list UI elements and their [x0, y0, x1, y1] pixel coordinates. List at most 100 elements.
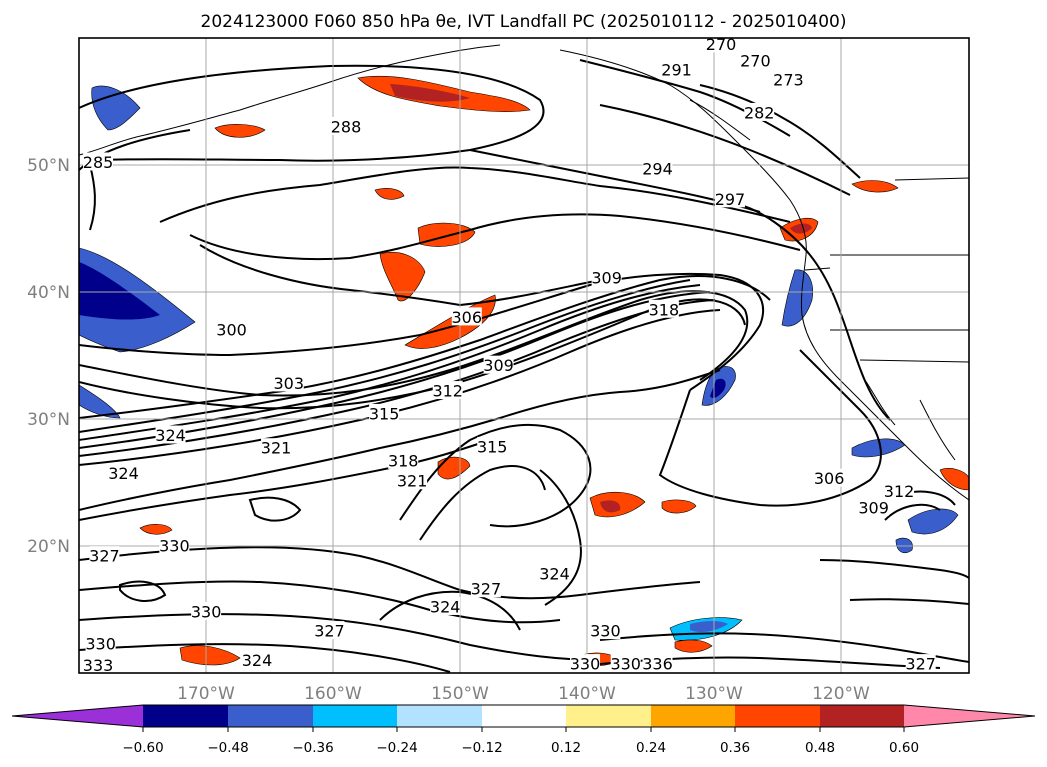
- negative-anomaly-aleutian: [91, 85, 141, 131]
- contour-label: 327: [905, 655, 936, 674]
- contour-label-background: [432, 381, 463, 400]
- contour-label-background: [591, 268, 622, 287]
- colorbar-segment: [313, 705, 397, 727]
- colorbar-extend-low: [12, 705, 143, 727]
- map-frame: [78, 37, 970, 674]
- contour-label: 330: [191, 603, 222, 622]
- contour-label-background: [814, 468, 845, 487]
- positive-anomaly-south-1: [179, 645, 241, 666]
- colorbar-segment: [482, 705, 566, 727]
- contour-label: 270: [740, 51, 771, 70]
- contour-label-background: [388, 450, 419, 469]
- contour-label-background: [242, 650, 272, 669]
- contour-label-background: [483, 355, 514, 374]
- contour-label: 297: [715, 190, 746, 209]
- negative-anomaly-coast: [781, 269, 813, 327]
- colorbar-ticks: −0.60 −0.48 −0.36 −0.24 −0.12 0.12 0.24 0.36 0.4…: [122, 727, 919, 756]
- lon-tick-label: 170°W: [177, 684, 235, 704]
- negative-anomaly-south-core: [690, 621, 728, 632]
- contour-label-background: [314, 621, 345, 640]
- coastlines: [79, 44, 969, 501]
- contour-label: 306: [814, 469, 845, 488]
- contour-label: 306: [452, 308, 483, 327]
- contour-label: 330: [590, 622, 621, 641]
- contour-label: 330: [610, 655, 641, 674]
- colorbar-tick-label: 0.36: [720, 740, 750, 756]
- contour-label-background: [773, 69, 804, 88]
- contour-label: 330: [85, 634, 116, 653]
- contour-label-background: [397, 471, 428, 490]
- negative-anomaly-mexico-3: [895, 537, 913, 553]
- contour-label: 288: [331, 117, 362, 136]
- contour-label: 324: [108, 464, 139, 483]
- contour-label-background: [83, 655, 114, 673]
- lon-tick-label: 120°W: [812, 684, 870, 704]
- colorbar-segments: [11, 704, 1036, 728]
- contour-label-background: [159, 536, 190, 554]
- positive-anomaly-mid-2: [379, 252, 426, 302]
- colorbar-segment: [228, 705, 313, 727]
- contour-label: 330: [570, 655, 601, 674]
- negative-anomaly-mexico-2: [907, 508, 959, 535]
- colorbar-tick-label: 0.48: [805, 740, 835, 756]
- contour-label: 309: [591, 269, 622, 288]
- lat-tick-label: 30°N: [27, 410, 70, 430]
- contour-label: 285: [83, 153, 114, 172]
- contour-label-background: [642, 654, 673, 673]
- contour-label: 327: [89, 547, 120, 566]
- colorbar-segment: [397, 705, 482, 727]
- colorbar-tick-label: −0.60: [122, 740, 163, 756]
- lat-tick-label: 40°N: [27, 283, 70, 303]
- contour-label-background: [590, 621, 621, 640]
- positive-anomaly-subtropic-3: [661, 499, 697, 514]
- contour-label: 315: [369, 404, 400, 423]
- contour-label: 294: [642, 159, 673, 178]
- positive-anomaly-southwest: [139, 524, 173, 535]
- contour-label-background: [661, 59, 692, 78]
- colorbar-segment: [651, 705, 735, 727]
- lon-tick-label: 140°W: [558, 684, 616, 704]
- contour-label-background: [273, 373, 304, 392]
- contour-label: 318: [649, 300, 680, 319]
- contour-label-background: [85, 633, 116, 652]
- contour-label-background: [470, 579, 501, 598]
- positive-anomaly-south-4: [939, 468, 969, 491]
- lon-tick-label: 150°W: [431, 684, 489, 704]
- contour-label-background: [108, 463, 139, 482]
- contour-label-background: [642, 158, 673, 177]
- gridlines: [79, 38, 969, 673]
- contour-label: 336: [642, 655, 673, 674]
- colorbar-tick-label: −0.36: [292, 740, 333, 756]
- contour-label-background: [191, 602, 222, 621]
- contour-label-background: [369, 403, 400, 422]
- colorbar-tick-label: −0.48: [207, 740, 248, 756]
- colorbar-segment: [820, 705, 904, 727]
- contour-label-background: [155, 425, 186, 444]
- colorbar-segment: [735, 705, 820, 727]
- contour-label: 321: [261, 439, 292, 458]
- colorbar-tick-label: 0.60: [889, 740, 919, 756]
- contour-label: 318: [388, 451, 419, 470]
- contour-label-background: [539, 563, 570, 582]
- colorbar: −0.60 −0.48 −0.36 −0.24 −0.12 0.12 0.24 0.36 0.4…: [11, 704, 1036, 756]
- contour-label: 321: [397, 472, 428, 491]
- contour-label-background: [744, 102, 775, 121]
- colorbar-tick-label: 0.12: [551, 740, 581, 756]
- contour-label-background: [261, 438, 292, 457]
- positive-anomaly-small-1: [214, 124, 266, 138]
- contour-label-background: [714, 189, 745, 208]
- colorbar-tick-label: 0.24: [636, 740, 666, 756]
- contour-label: 300: [216, 321, 247, 340]
- contour-label-background: [884, 481, 915, 500]
- contour-label-background: [610, 654, 641, 673]
- positive-anomaly-subtropic-2-core: [600, 500, 621, 513]
- colorbar-segment: [566, 705, 651, 727]
- contour-label: 324: [242, 651, 273, 670]
- contour-label: 333: [83, 656, 114, 675]
- contour-label: 324: [430, 597, 461, 616]
- contour-label-background: [570, 654, 601, 673]
